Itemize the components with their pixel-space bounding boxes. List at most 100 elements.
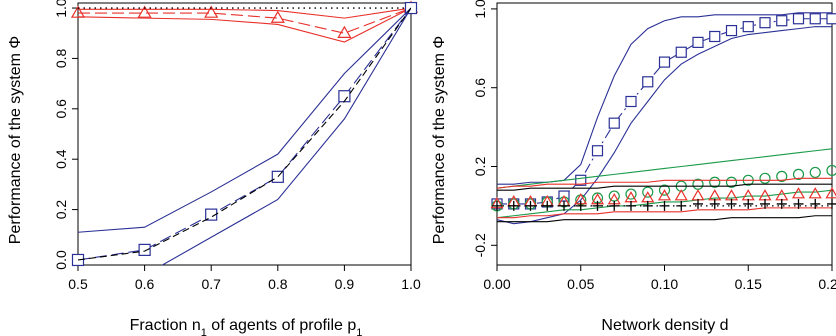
left-x-tick-label: 0.8	[268, 276, 288, 292]
right-x-tick-label: 0.10	[651, 276, 678, 292]
right-triangle-marker	[691, 189, 705, 201]
right-series-line	[497, 18, 832, 205]
right-x-tick-label: 0.05	[567, 276, 594, 292]
right-square-marker	[826, 13, 836, 25]
right-y-tick-label: 0.2	[472, 157, 488, 177]
right-series-line	[497, 183, 832, 191]
right-series-line	[497, 207, 832, 219]
right-square-marker	[658, 56, 671, 68]
left-x-tick-label: 0.7	[201, 276, 221, 292]
right-y-tick-label: 0.6	[472, 78, 488, 98]
right-series-line	[497, 26, 832, 225]
right-series-line	[497, 12, 832, 185]
left-square-marker	[404, 1, 418, 15]
right-circle-marker	[658, 184, 671, 196]
right-plus-marker	[793, 198, 804, 209]
right-square-marker	[608, 117, 620, 129]
right-square-marker	[675, 46, 687, 58]
right-plus-marker	[776, 198, 787, 209]
left-series-line	[78, 7, 411, 43]
right-circle-marker	[625, 188, 637, 200]
right-circle-marker	[709, 176, 721, 188]
right-circle-marker	[792, 168, 805, 180]
right-series-line	[497, 215, 832, 223]
right-y-tick-label: -0.2	[472, 233, 488, 257]
right-y-axis-title: Performance of the system Φ	[431, 36, 448, 244]
right-plot-area: 0.00 0.05 0.10 0.15 0.20 -0.2 0.2 0.6 1.0	[472, 0, 836, 292]
right-triangle-marker	[674, 189, 688, 201]
right-series-line	[497, 148, 832, 189]
right-y-tick-label: 1.0	[472, 0, 488, 19]
right-plus-marker	[709, 198, 720, 209]
right-plus-marker	[726, 198, 737, 209]
right-square-marker	[725, 24, 738, 37]
left-triangle-marker	[204, 5, 219, 18]
left-triangle-marker	[270, 10, 285, 23]
right-plus-marker	[810, 198, 821, 209]
left-square-marker	[271, 170, 284, 183]
left-series-line	[78, 7, 411, 261]
right-triangle-marker	[791, 187, 806, 199]
right-circle-marker	[809, 166, 821, 179]
left-series-line	[78, 7, 411, 34]
left-x-tick-label: 0.5	[68, 276, 88, 292]
left-y-tick-label: 0.4	[53, 149, 69, 169]
left-y-tick-label: 0.6	[53, 99, 69, 119]
left-series-line	[78, 7, 411, 19]
right-x-tick-label: 0.20	[818, 276, 836, 292]
left-y-tick-label: 0.8	[53, 48, 69, 68]
right-x-tick-label: 0.15	[735, 276, 762, 292]
right-series-line	[497, 177, 832, 189]
left-y-tick-label: 0.0	[53, 250, 69, 270]
right-square-marker	[591, 145, 604, 157]
right-square-marker	[692, 36, 704, 48]
right-square-marker	[759, 17, 771, 29]
left-series-line	[78, 7, 411, 261]
right-x-axis-title: Network density d	[601, 317, 728, 334]
left-chart: 0.5 0.6 0.7 0.8 0.9 1.0 0.0 0.2 0.4 0.6 0.8 1.0 Fra…	[7, 0, 421, 336]
right-x-tick-label: 0.00	[483, 276, 510, 292]
left-y-axis-title: Performance of the system Φ	[7, 36, 24, 244]
right-square-marker	[742, 21, 754, 33]
right-circle-marker	[776, 170, 788, 182]
left-square-marker	[138, 243, 151, 256]
right-plus-marker	[743, 198, 754, 209]
right-triangle-marker	[808, 187, 822, 199]
left-series-line	[78, 7, 411, 233]
right-circle-marker	[725, 176, 738, 188]
left-square-marker	[338, 90, 351, 103]
left-plot-area: 0.5 0.6 0.7 0.8 0.9 1.0 0.0 0.2 0.4 0.6 0.8 1.0	[53, 0, 421, 292]
right-plot-frame	[496, 2, 833, 266]
right-triangle-marker	[657, 189, 672, 201]
left-y-tick-label: 1.0	[53, 0, 69, 18]
right-square-marker	[809, 13, 821, 25]
left-x-axis-title: Fraction n1 of agents of profile p1	[130, 317, 363, 336]
right-circle-marker	[759, 172, 771, 184]
left-plot-frame	[77, 2, 412, 266]
right-triangle-marker	[741, 189, 755, 201]
right-square-marker	[792, 13, 805, 25]
left-y-tick-label: 0.2	[53, 200, 69, 220]
left-square-marker	[205, 208, 218, 221]
right-triangle-marker	[825, 187, 836, 199]
right-square-marker	[709, 30, 721, 43]
left-triangle-marker	[337, 25, 352, 38]
left-x-tick-label: 1.0	[401, 276, 421, 292]
right-chart: 0.00 0.05 0.10 0.15 0.20 -0.2 0.2 0.6 1.0 Networ…	[431, 0, 836, 334]
right-square-marker	[625, 95, 637, 108]
left-square-marker	[71, 253, 85, 267]
right-square-marker	[575, 174, 587, 186]
right-square-marker	[776, 15, 788, 27]
right-plus-marker	[827, 198, 836, 209]
right-plus-marker	[760, 198, 770, 209]
right-square-marker	[642, 76, 654, 88]
left-series-line	[161, 7, 411, 265]
right-circle-marker	[826, 164, 836, 177]
right-plus-marker	[609, 200, 620, 211]
left-x-tick-label: 0.9	[335, 276, 355, 292]
left-triangle-marker	[137, 5, 152, 18]
right-plus-marker	[693, 198, 703, 209]
right-circle-marker	[642, 186, 654, 198]
left-x-tick-label: 0.6	[135, 276, 155, 292]
